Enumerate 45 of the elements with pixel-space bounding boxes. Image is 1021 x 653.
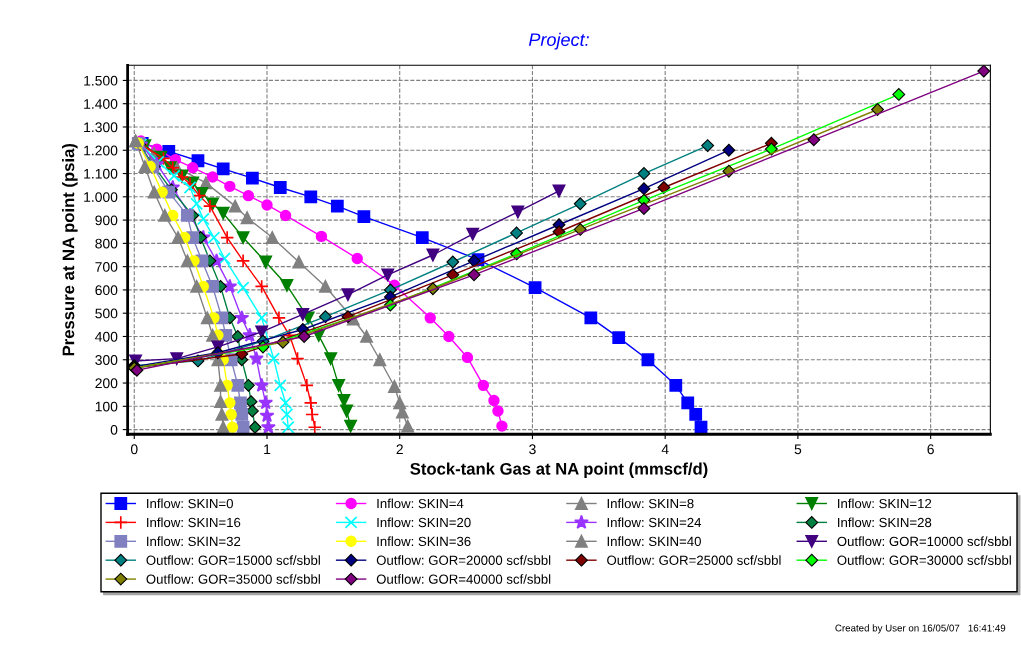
legend-label: Outflow: GOR=25000 scf/sbbl — [607, 555, 781, 565]
legend-label: Inflow: SKIN=24 — [607, 517, 702, 528]
text: Created by User on 16/05/07 16:41:49 — [835, 624, 1006, 634]
legend-label: Inflow: SKIN=20 — [377, 517, 471, 528]
y-tick-label: 900 — [95, 215, 118, 226]
legend-label: Inflow: SKIN=16 — [147, 517, 241, 528]
x-tick-label: 2 — [396, 444, 403, 455]
y-tick-label: 1.400 — [84, 99, 118, 109]
y-tick-label: 700 — [95, 261, 118, 272]
x-tick-label: 0 — [130, 444, 138, 455]
y-axis-title: Pressure at NA point (psia) — [62, 143, 78, 356]
chart-title: Project: — [528, 32, 589, 50]
legend-label: Inflow: SKIN=8 — [607, 498, 694, 509]
y-tick-label: 1.000 — [84, 192, 118, 202]
legend-label: Outflow: GOR=20000 scf/sbbl — [376, 555, 551, 565]
y-tick-label: 600 — [95, 285, 118, 296]
y-tick-label: 800 — [95, 238, 118, 249]
x-tick-label: 4 — [661, 444, 669, 455]
y-tick-label: 200 — [95, 378, 118, 389]
legend-label: Inflow: SKIN=4 — [377, 498, 464, 509]
y-tick-label: 0 — [110, 424, 118, 435]
legend-label: Inflow: SKIN=40 — [607, 536, 701, 547]
legend-label: Inflow: SKIN=36 — [377, 536, 471, 547]
legend-label: Inflow: SKIN=12 — [838, 498, 932, 509]
legend-label: Outflow: GOR=30000 scf/sbbl — [837, 555, 1011, 565]
legend-label: Outflow: GOR=10000 scf/sbbl — [837, 536, 1011, 547]
y-tick-label: 500 — [95, 308, 118, 319]
x-tick-label: 3 — [529, 444, 536, 455]
y-tick-label: 300 — [95, 355, 118, 365]
legend-label: Outflow: GOR=35000 scf/sbbl — [146, 574, 320, 584]
legend-label: Inflow: SKIN=0 — [147, 498, 233, 509]
x-tick-label: 5 — [794, 444, 802, 455]
legend-label: Inflow: SKIN=32 — [147, 536, 241, 547]
x-tick-label: 1 — [264, 444, 271, 455]
y-tick-label: 1.500 — [84, 75, 118, 86]
legend-label: Outflow: GOR=40000 scf/sbbl — [376, 574, 551, 584]
legend-label: Inflow: SKIN=28 — [838, 517, 932, 528]
x-tick-label: 6 — [927, 444, 934, 455]
y-tick-label: 100 — [95, 401, 118, 412]
x-axis-title: Stock-tank Gas at NA point (mmscf/d) — [410, 462, 708, 479]
y-tick-label: 1.300 — [84, 122, 118, 133]
y-tick-label: 1.200 — [84, 145, 118, 156]
y-tick-label: 400 — [95, 331, 118, 342]
y-tick-label: 1.100 — [84, 168, 118, 179]
legend-label: Outflow: GOR=15000 scf/sbbl — [146, 555, 320, 565]
